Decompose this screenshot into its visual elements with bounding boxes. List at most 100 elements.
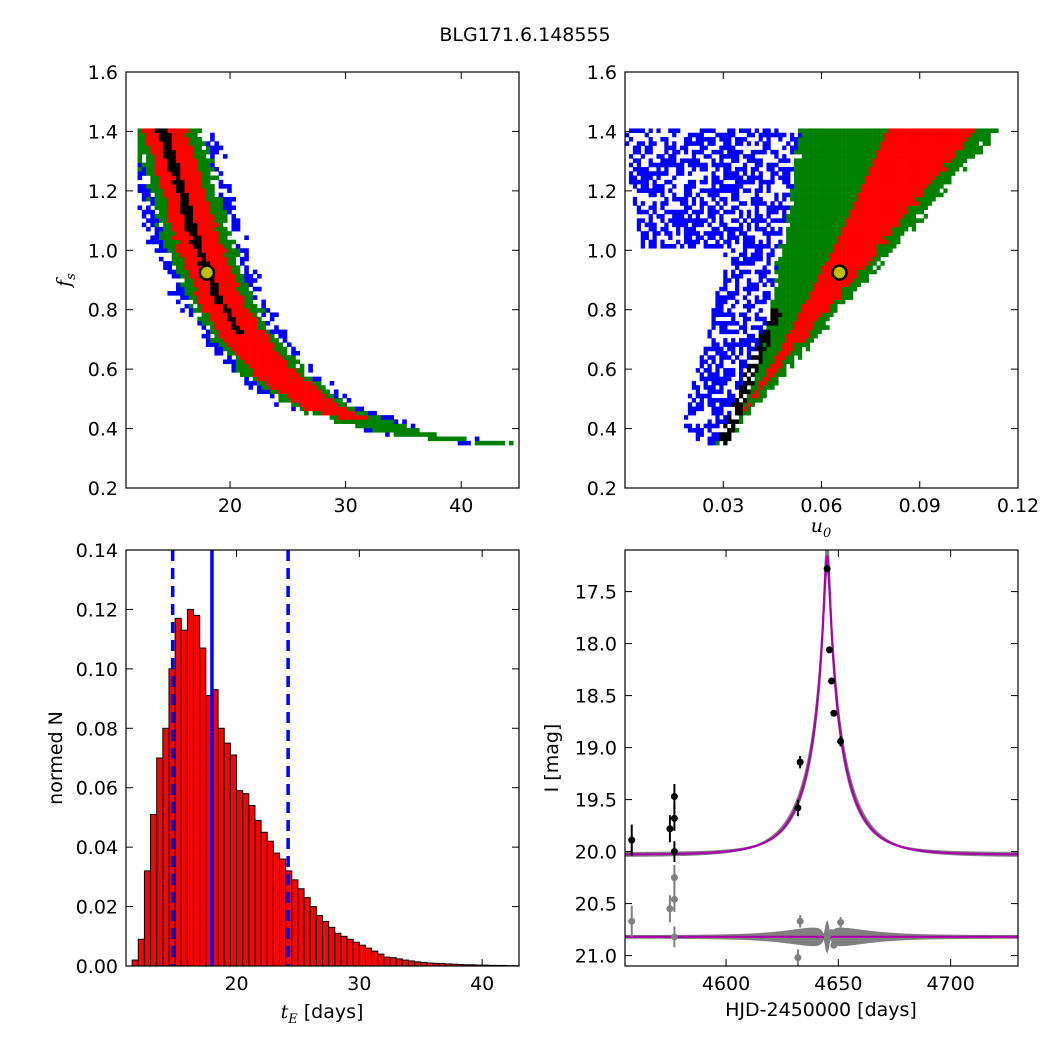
- fs-vs-u0-cell: [735, 273, 740, 279]
- fs-vs-u0-cell: [668, 162, 673, 168]
- fs-vs-te-cell: [308, 376, 313, 382]
- fs-vs-u0-cell: [833, 205, 838, 211]
- fs-vs-u0-cell: [801, 158, 807, 163]
- te-histogram-bar: [346, 938, 354, 967]
- fs-vs-u0-cell: [735, 179, 740, 185]
- fs-vs-te-cell: [333, 398, 339, 403]
- fs-vs-u0-cell: [801, 299, 807, 305]
- fs-vs-u0-cell: [864, 261, 869, 266]
- fs-vs-u0-cell: [841, 188, 846, 193]
- fs-vs-te-cell: [188, 175, 194, 181]
- fs-vs-te-cell: [175, 158, 181, 163]
- fs-vs-te-cell: [210, 325, 215, 330]
- fs-vs-u0-cell: [687, 393, 693, 399]
- fs-vs-u0-cell: [707, 243, 712, 249]
- fs-vs-u0-cell: [758, 325, 763, 330]
- fs-vs-te-cell: [257, 321, 262, 326]
- fs-vs-u0-cell: [907, 154, 913, 159]
- fs-vs-u0-cell: [852, 265, 858, 270]
- fs-vs-te-cell: [180, 141, 185, 146]
- fs-vs-u0-cell: [915, 154, 921, 159]
- fs-vs-u0-cell: [805, 222, 811, 228]
- fs-vs-u0-cell: [723, 380, 728, 386]
- fs-vs-te-cell: [291, 385, 296, 390]
- fs-vs-u0-cell: [872, 243, 877, 249]
- fs-vs-u0-cell: [723, 226, 728, 232]
- fs-vs-u0-cell: [778, 295, 783, 300]
- fs-vs-te-cell: [252, 368, 258, 373]
- fs-vs-u0-cell: [778, 175, 783, 181]
- fs-vs-te-xtick-label: 30: [334, 495, 358, 517]
- fs-vs-u0-cell: [746, 389, 752, 395]
- fs-vs-te-cell: [201, 188, 207, 193]
- fs-vs-u0-cell: [904, 162, 909, 168]
- fs-vs-u0-cell: [727, 291, 732, 296]
- fs-vs-u0-cell: [727, 154, 732, 159]
- fs-vs-te-cell: [180, 239, 185, 245]
- fs-vs-u0-cell: [801, 196, 807, 202]
- fs-vs-u0-cell: [786, 184, 791, 189]
- fs-vs-u0-cell: [809, 137, 814, 142]
- fs-vs-te-cell: [193, 128, 198, 134]
- fs-vs-te-cell: [175, 179, 181, 185]
- fs-vs-u0-cell: [731, 346, 736, 352]
- fs-vs-u0-cell: [931, 145, 936, 151]
- fs-vs-u0-cell: [829, 145, 834, 151]
- fs-vs-te-cell: [222, 282, 228, 288]
- fs-vs-u0-cell: [735, 192, 740, 198]
- fs-vs-u0-cell: [648, 162, 653, 168]
- fs-vs-u0-cell: [719, 158, 724, 163]
- fs-vs-u0-cell: [750, 385, 755, 390]
- fs-vs-u0-cell: [817, 149, 822, 155]
- fs-vs-u0-cell: [860, 175, 866, 181]
- fs-vs-u0-cell: [801, 231, 807, 236]
- fs-vs-u0-cell: [723, 376, 728, 382]
- fs-vs-te-cell: [393, 419, 399, 424]
- fs-vs-te-cell: [171, 235, 177, 241]
- fs-vs-te-cell: [244, 333, 249, 339]
- fs-vs-u0-cell: [742, 312, 748, 318]
- fs-vs-u0-cell: [880, 231, 885, 236]
- fs-vs-u0-cell: [849, 252, 854, 258]
- fs-vs-te-cell: [355, 415, 360, 420]
- fs-vs-u0-cell: [833, 218, 838, 223]
- fs-vs-te-cell: [244, 363, 249, 369]
- fs-vs-u0-cell: [774, 192, 779, 198]
- fs-vs-u0-cell: [758, 299, 763, 305]
- fs-vs-u0-cell: [786, 171, 791, 176]
- fs-vs-u0-cell: [719, 231, 724, 236]
- te-histogram-bound-lines: [170, 550, 290, 966]
- fs-vs-u0-cell: [774, 243, 779, 249]
- light-curve-ytick-label: 19.0: [575, 738, 617, 760]
- fs-vs-u0-cell: [723, 286, 728, 292]
- fs-vs-u0-cell: [738, 252, 744, 258]
- fs-vs-u0-cell: [672, 132, 677, 138]
- fs-vs-te-cell: [184, 132, 190, 138]
- fs-vs-u0-cell: [782, 368, 787, 373]
- fs-vs-u0-cell: [821, 243, 826, 249]
- fs-vs-u0-cell: [888, 158, 893, 163]
- fs-vs-u0-cell: [672, 158, 677, 163]
- fs-vs-u0-cell: [770, 342, 775, 347]
- fs-vs-te-cell: [171, 158, 177, 163]
- fs-vs-te-cell: [316, 389, 322, 395]
- fs-vs-u0-cell: [750, 333, 755, 339]
- fs-vs-u0-cell: [754, 205, 759, 211]
- fs-vs-u0-cell: [821, 226, 826, 232]
- fs-vs-te-cell: [154, 141, 160, 146]
- fs-vs-te-cell: [210, 316, 215, 322]
- fs-vs-u0-cell: [703, 145, 708, 151]
- fs-vs-u0-cell: [876, 243, 881, 249]
- fs-vs-u0-cell: [809, 132, 814, 138]
- fs-vs-u0-cell: [833, 188, 838, 193]
- fs-vs-u0-cell: [719, 321, 724, 326]
- fs-vs-u0-cell: [754, 214, 759, 219]
- fs-vs-u0-cell: [683, 239, 689, 245]
- fs-vs-te-cell: [163, 235, 168, 241]
- fs-vs-u0-cell: [860, 137, 866, 142]
- fs-vs-u0-cell: [711, 338, 716, 343]
- fs-vs-u0-cell: [947, 158, 952, 163]
- fs-vs-te-cell: [231, 286, 237, 292]
- fs-vs-u0-cell: [821, 214, 826, 219]
- fs-vs-te-cell: [205, 184, 211, 189]
